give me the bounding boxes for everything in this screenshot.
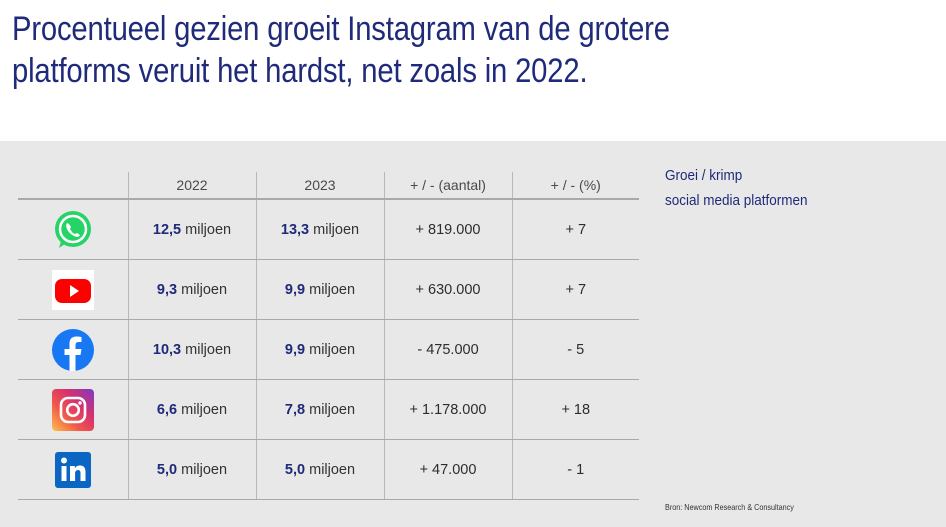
value-2023: 5,0 (284, 461, 306, 478)
value-2023: 9,9 (284, 341, 306, 358)
unit-label: miljoen (181, 281, 228, 298)
header-2023: 2023 (255, 172, 384, 200)
unit-label: miljoen (309, 401, 356, 418)
table-row: 12,5 miljoen 13,3 miljoen + 819.000 + 7 (18, 199, 639, 260)
value-2022: 9,3 (156, 281, 178, 298)
header-change-pct: + / - (%) (511, 172, 639, 200)
change-pct: - 1 (511, 439, 639, 500)
page-title: Procentueel gezien groeit Instagram van … (12, 10, 670, 90)
change-pct: - 5 (511, 319, 639, 380)
table-row: 9,3 miljoen 9,9 miljoen + 630.000 + 7 (18, 259, 639, 320)
value-2023: 9,9 (284, 281, 306, 298)
value-2022: 10,3 (152, 341, 182, 358)
unit-label: miljoen (181, 461, 228, 478)
source-note: Bron: Newcom Research & Consultancy (665, 502, 794, 512)
change-count: - 475.000 (383, 319, 512, 380)
change-pct: + 7 (511, 259, 639, 320)
whatsapp-icon (54, 210, 91, 248)
change-count: + 819.000 (383, 199, 512, 260)
unit-label: miljoen (185, 221, 232, 238)
value-2022: 12,5 (152, 221, 182, 238)
change-count: + 630.000 (383, 259, 512, 320)
unit-label: miljoen (309, 461, 356, 478)
youtube-icon (51, 269, 94, 310)
growth-table: 2022 2023 + / - (aantal) + / - (%) 12,5 … (18, 172, 639, 500)
header-2022: 2022 (127, 172, 256, 200)
header-platform (18, 172, 128, 200)
instagram-icon (51, 388, 94, 431)
change-count: + 1.178.000 (383, 379, 512, 440)
value-2023: 13,3 (280, 221, 310, 238)
value-2022: 5,0 (156, 461, 178, 478)
linkedin-icon (54, 451, 91, 488)
header-change-count: + / - (aantal) (383, 172, 512, 200)
value-2023: 7,8 (284, 401, 306, 418)
side-label-line2: social media platformen (665, 192, 808, 209)
unit-label: miljoen (309, 281, 356, 298)
unit-label: miljoen (185, 341, 232, 358)
unit-label: miljoen (313, 221, 360, 238)
unit-label: miljoen (309, 341, 356, 358)
table-header-row: 2022 2023 + / - (aantal) + / - (%) (18, 172, 639, 200)
table-row: 6,6 miljoen 7,8 miljoen + 1.178.000 + 18 (18, 379, 639, 440)
value-2022: 6,6 (156, 401, 178, 418)
side-label: Groei / krimp social media platformen (665, 163, 808, 213)
unit-label: miljoen (181, 401, 228, 418)
change-pct: + 7 (511, 199, 639, 260)
change-pct: + 18 (511, 379, 639, 440)
change-count: + 47.000 (383, 439, 512, 500)
table-row: 10,3 miljoen 9,9 miljoen - 475.000 - 5 (18, 319, 639, 380)
table-row: 5,0 miljoen 5,0 miljoen + 47.000 - 1 (18, 439, 639, 500)
facebook-icon (51, 328, 94, 371)
side-label-line1: Groei / krimp (665, 167, 743, 184)
